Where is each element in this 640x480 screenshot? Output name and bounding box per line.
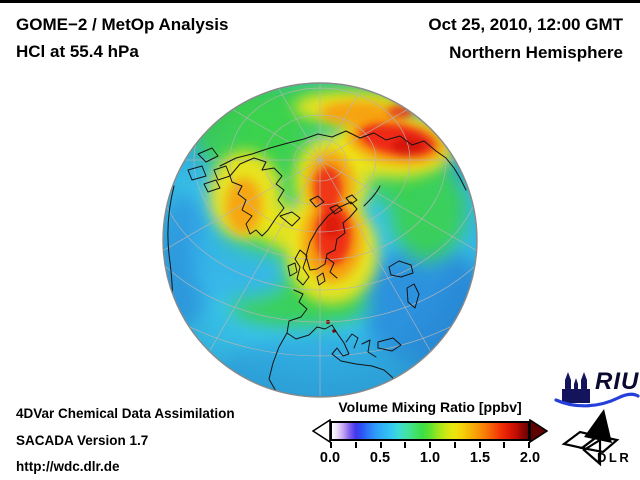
riu-logo	[554, 372, 640, 408]
colorbar-title: Volume Mixing Ratio [ppbv]	[338, 399, 522, 415]
tick-label: 2.0	[519, 450, 541, 466]
product-title-block: GOME−2 / MetOp Analysis HCl at 55.4 hPa	[16, 11, 228, 65]
top-border-line	[0, 0, 640, 3]
product-title-line1: GOME−2 / MetOp Analysis	[16, 15, 229, 34]
assimilation-label: 4DVar Chemical Data Assimilation	[16, 406, 235, 421]
footer-block: 4DVar Chemical Data Assimilation SACADA …	[16, 401, 235, 480]
cathedral-icon	[562, 372, 590, 403]
colorbar-gradient	[330, 421, 530, 441]
tick-label: 1.0	[419, 450, 441, 466]
tick-label: 0.0	[319, 450, 341, 466]
colorbar-tick-labels: 0.0 0.5 1.0 1.5 2.0	[320, 450, 540, 468]
riu-swoosh-icon	[554, 392, 640, 408]
version-label: SACADA Version 1.7	[16, 432, 149, 448]
hcl-field	[163, 83, 477, 397]
dlr-rhombus-right-icon	[579, 434, 620, 454]
globe-limb	[162, 82, 478, 398]
product-title-line2: HCl at 55.4 hPa	[16, 42, 139, 61]
dlr-wordmark: DLR	[597, 450, 632, 465]
hemisphere-label: Northern Hemisphere	[449, 43, 623, 62]
analysis-datetime: Oct 25, 2010, 12:00 GMT	[428, 15, 623, 34]
dlr-logo	[561, 409, 620, 467]
url-label: http://wdc.dlr.de	[16, 459, 120, 474]
colorbar-overflow-arrow-icon	[529, 419, 548, 443]
dlr-triangle-icon	[582, 438, 602, 467]
tick-label: 0.5	[369, 450, 391, 466]
tick-label: 1.5	[469, 450, 491, 466]
globe-map	[162, 82, 478, 398]
colorbar-ticks	[330, 442, 530, 448]
colorbar-underflow-arrow-icon	[312, 419, 331, 443]
datetime-block: Oct 25, 2010, 12:00 GMT Northern Hemisph…	[428, 11, 623, 67]
riu-wordmark: RIU	[595, 368, 640, 395]
graticule	[163, 83, 477, 397]
